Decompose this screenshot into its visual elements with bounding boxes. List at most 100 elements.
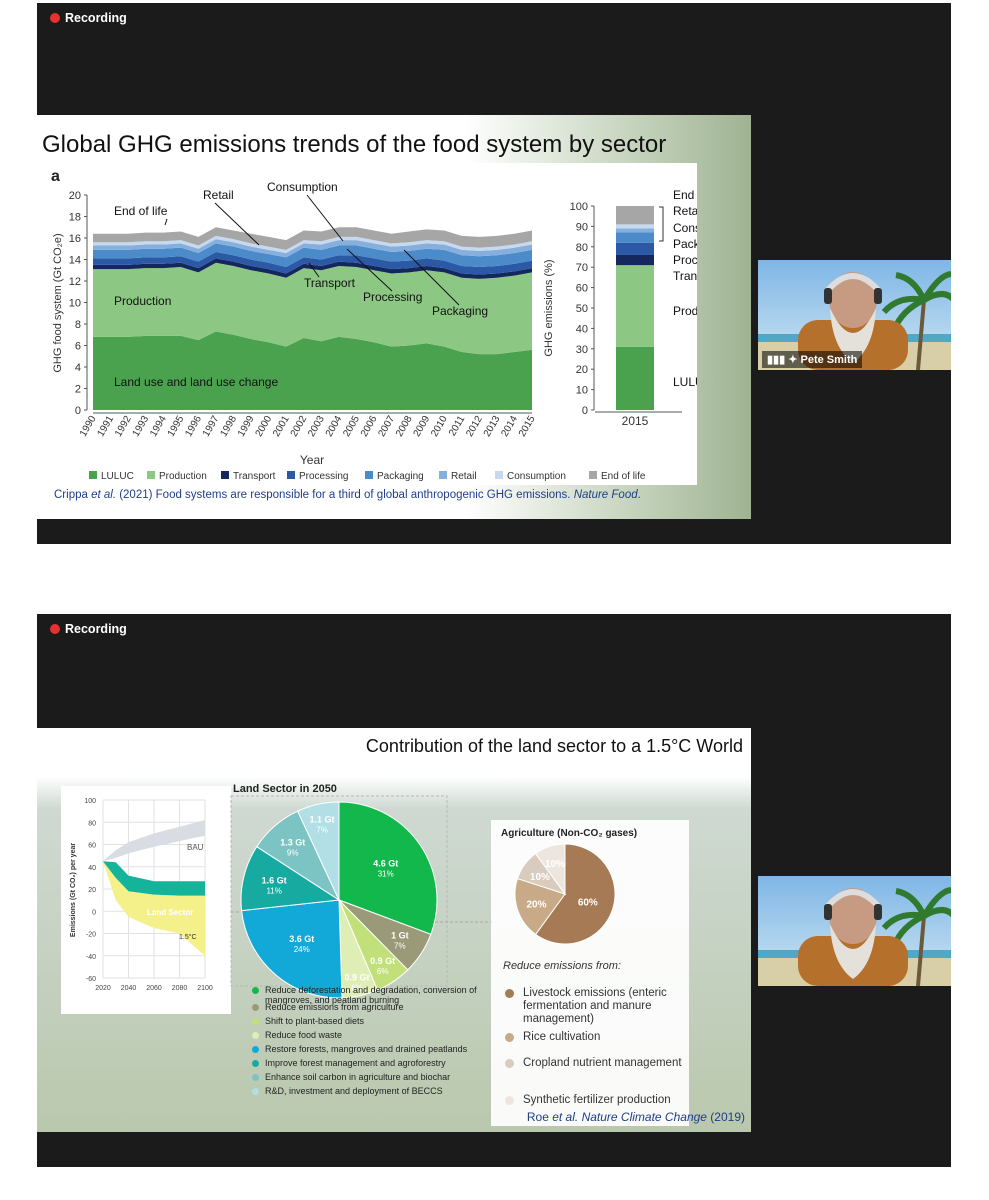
y-tick-label: 12 (69, 276, 81, 288)
recording-dot-icon (50, 624, 60, 634)
agri-pie-slice (534, 843, 566, 896)
bar-label: Processing (673, 253, 697, 267)
bar-y-tick-label: 50 (576, 303, 588, 315)
label-processing: Processing (363, 290, 422, 304)
bar-label: End of life (673, 188, 697, 202)
legend-dot (252, 1046, 259, 1053)
participant-name: Pete Smith (800, 354, 858, 366)
y-tick-label: 4 (75, 362, 81, 374)
bar-segment-production (616, 265, 654, 347)
land-legend-item: Restore forests, mangroves and drained p… (252, 1044, 477, 1054)
pie-value-label: 1.3 Gt (280, 838, 305, 848)
x-tick-label: 2010 (429, 414, 450, 439)
panel-letter: a (51, 168, 60, 185)
x-tick-label: 2003 (306, 414, 327, 439)
shared-slide-ghg: Global GHG emissions trends of the food … (37, 115, 751, 519)
citation-authors: Crippa (54, 489, 92, 501)
legend-label: Restore forests, mangroves and drained p… (265, 1044, 468, 1054)
citation-authors: Roe (526, 1110, 553, 1124)
participant-name-tag: ▮▮▮ ✦ Pete Smith (762, 351, 863, 368)
y-tick-label: 6 (75, 341, 81, 353)
x-tick-label: 2060 (146, 985, 162, 992)
label-transport: Transport (304, 276, 356, 290)
x-tick-label: 1994 (148, 414, 169, 439)
bar-segment-transport (616, 254, 654, 266)
legend-label: Synthetic fertilizer production (523, 1094, 671, 1106)
leader-end-of-life (164, 218, 168, 226)
bar-y-tick-label: 20 (576, 364, 588, 376)
area-series-packaging (93, 243, 532, 268)
bar-y-tick-label: 0 (582, 405, 588, 417)
band-land-sector (103, 861, 205, 896)
recording-label: Recording (65, 622, 127, 636)
bar-segment-packaging (616, 232, 654, 243)
legend-swatch (589, 471, 597, 479)
pie-value-label: 1.1 Gt (310, 814, 335, 824)
label-luluc-long: Land use and land use change (114, 375, 278, 389)
legend-label: R&D, investment and deployment of BECCS (265, 1086, 443, 1096)
slide-title: Global GHG emissions trends of the food … (42, 131, 667, 158)
legend-dot (252, 1032, 259, 1039)
agri-pct-label: 10% (545, 859, 565, 870)
legend-dot (252, 1060, 259, 1067)
x-tick-label: 1990 (78, 414, 99, 439)
bar-segment-consumption (616, 224, 654, 229)
x-tick-label: 1995 (166, 414, 187, 439)
recording-label: Recording (65, 11, 127, 25)
x-tick-label: 2005 (341, 414, 362, 439)
legend-swatch (221, 471, 229, 479)
recording-indicator: Recording (50, 622, 127, 636)
legend-label: Retail (451, 471, 477, 482)
pie-pct-label: 11% (266, 887, 281, 896)
signal-bars-icon: ▮▮▮ (767, 354, 786, 366)
y-tick-label: 60 (88, 843, 96, 850)
pie-title: Land Sector in 2050 (233, 783, 337, 795)
x-tick-label: 2007 (376, 414, 397, 439)
leader-consumption (306, 194, 344, 242)
participant-video-tile[interactable] (758, 876, 951, 986)
x-tick-label: 2004 (324, 414, 345, 439)
legend-swatch (365, 471, 373, 479)
label-1-5c: 1.5°C (179, 933, 197, 941)
legend-label: Reduce emissions from agriculture (265, 1002, 404, 1012)
agri-legend-item: Cropland nutrient management (505, 1057, 685, 1070)
bar-label: LULUC (673, 375, 697, 389)
meeting-panel-top: Recording Global GHG emissions trends of… (37, 3, 951, 544)
slide-citation: Crippa et al. (2021) Food systems are re… (54, 489, 641, 501)
x-tick-label: 2013 (482, 414, 503, 439)
pie-dashed-box (230, 795, 448, 987)
y-tick-label: 0 (75, 405, 81, 417)
x-tick-label: 1997 (201, 414, 222, 439)
agri-pct-label: 10% (530, 872, 550, 883)
legend-dot (252, 1074, 259, 1081)
participant-video-tile[interactable]: ▮▮▮ ✦ Pete Smith (758, 260, 951, 370)
legend-label: Livestock emissions (enteric fermentatio… (523, 987, 667, 1025)
band-bau (103, 820, 205, 862)
x-tick-label: 2009 (412, 414, 433, 439)
bar-label: Consumption (673, 221, 697, 235)
pie-value-label: 3.6 Gt (289, 934, 314, 944)
pie-pct-label: 6% (377, 967, 389, 976)
recording-dot-icon (50, 13, 60, 23)
y-tick-label: 40 (88, 865, 96, 872)
leader-retail (214, 202, 260, 246)
legend-dot (252, 987, 259, 994)
legend-label: Improve forest management and agroforest… (265, 1058, 446, 1068)
x-tick-label: 2000 (254, 414, 275, 439)
x-tick-label: 2015 (517, 414, 538, 439)
legend-label: LULUC (101, 471, 134, 482)
y-tick-label: 100 (84, 798, 96, 805)
legend-label: Reduce deforestation and degradation, co… (265, 985, 477, 1005)
y-tick-label: -20 (86, 932, 96, 939)
pin-icon: ✦ (788, 354, 798, 366)
land-sector-figure-svg: 100 80 60 40 20 0 -20 -40 -60 2020 2040 2060 2080 210… (61, 783, 689, 1126)
legend-swatch (287, 471, 295, 479)
x-tick-label: 1992 (113, 414, 134, 439)
x-tick-label: 2040 (121, 985, 137, 992)
label-packaging: Packaging (432, 304, 488, 318)
bar-bracket (659, 206, 664, 242)
y-tick-label: 20 (69, 190, 81, 202)
area-series-production (93, 262, 532, 355)
recording-indicator: Recording (50, 11, 127, 25)
citation-etal: et al. (91, 489, 117, 501)
